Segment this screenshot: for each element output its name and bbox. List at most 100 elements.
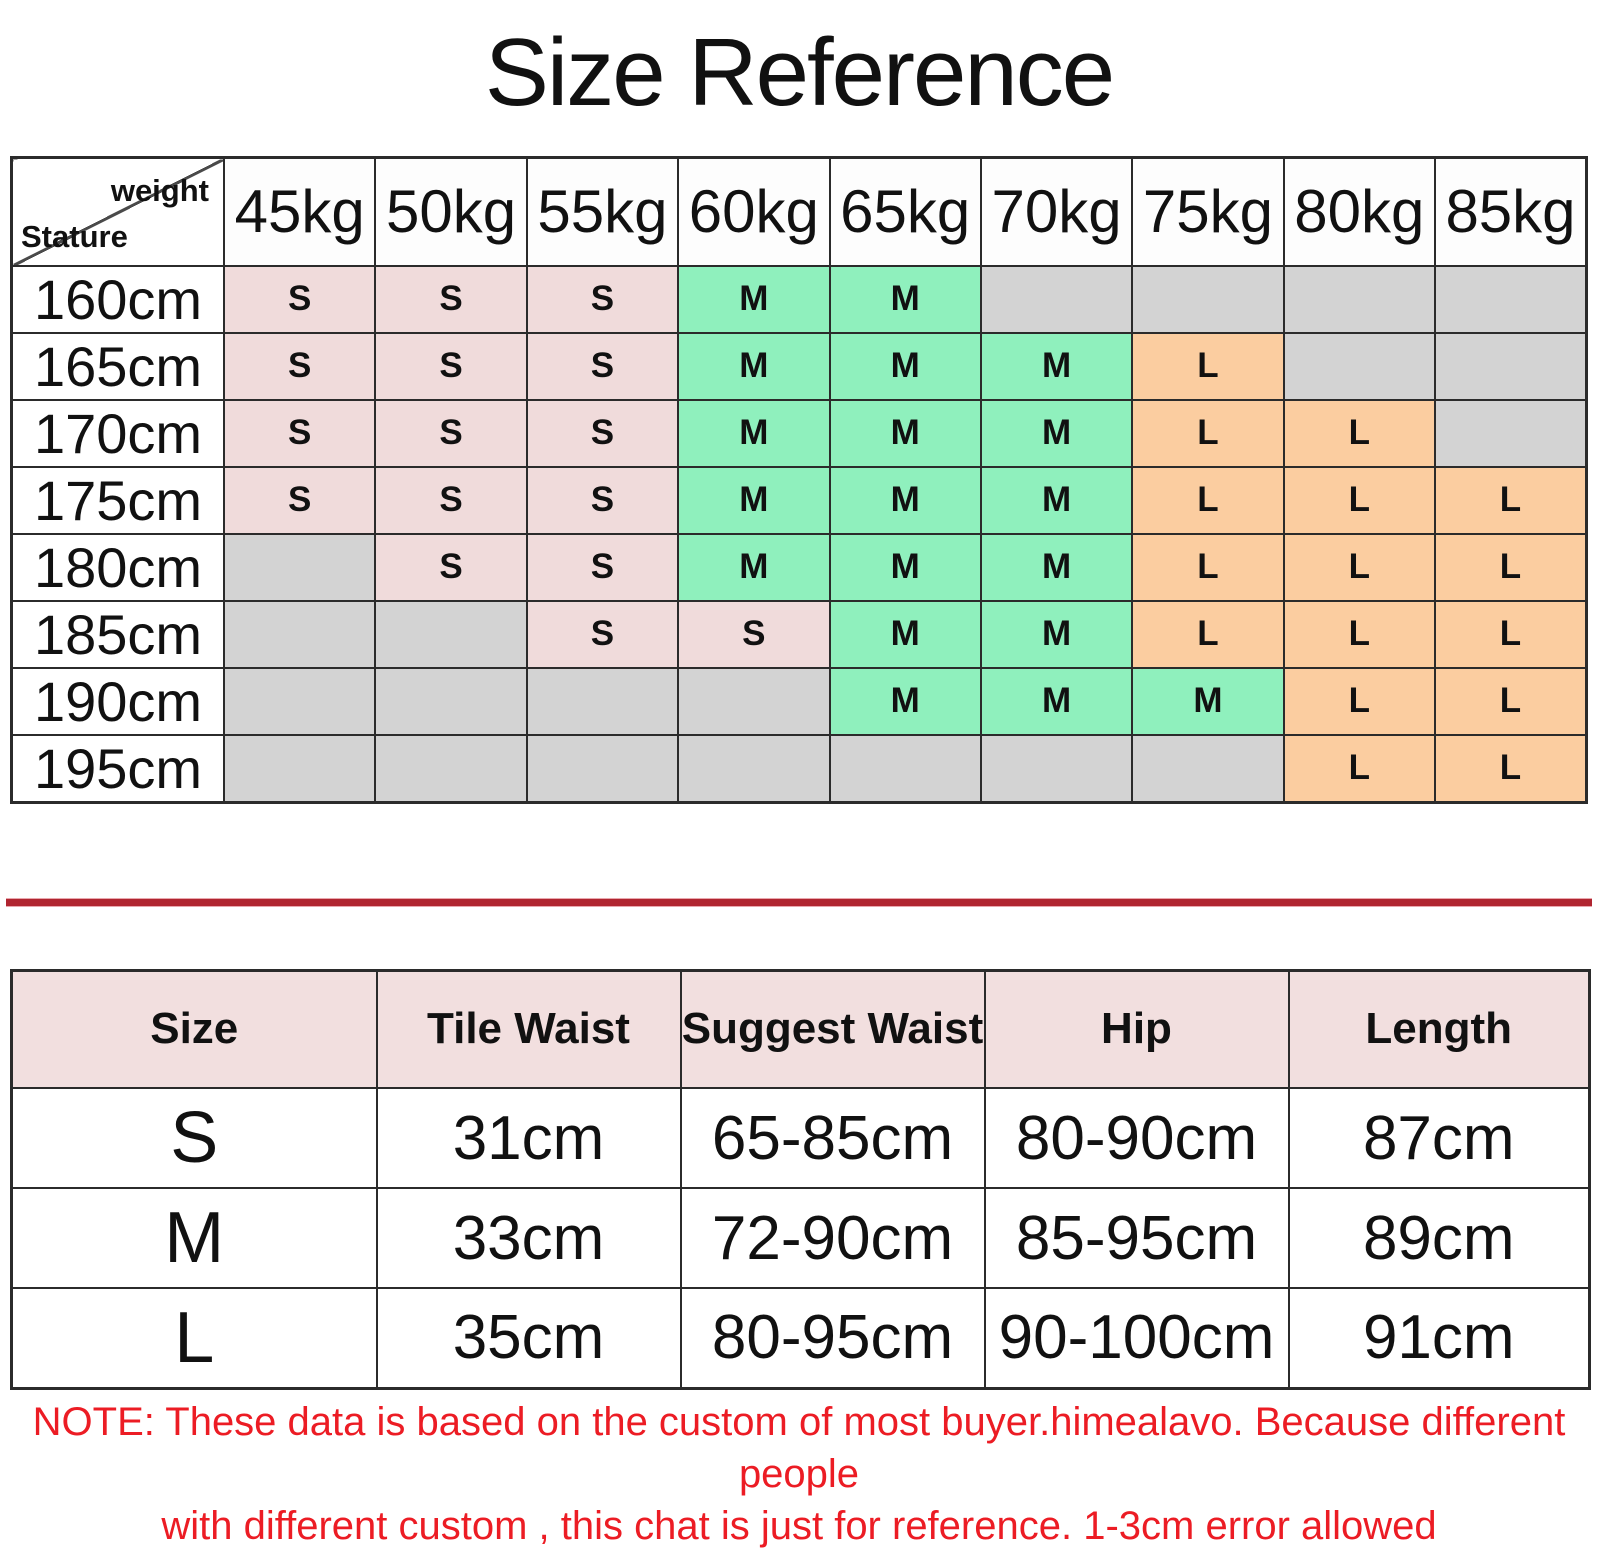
size-cell: M [1131, 666, 1285, 736]
size-matrix-row: 175cm S S S M M M L L L [10, 465, 1588, 535]
size-cell: L [1131, 599, 1285, 669]
measurements-column-header: Length [1287, 969, 1591, 1089]
size-cell [979, 264, 1134, 334]
size-cell: S [222, 465, 377, 535]
weight-column-header: 65kg [828, 156, 982, 267]
size-name-cell: S [10, 1087, 378, 1189]
weight-column-header: 70kg [979, 156, 1134, 267]
size-cell: L [1131, 532, 1285, 602]
size-cell: M [979, 666, 1134, 736]
size-cell: L [1282, 599, 1437, 669]
size-cell: M [828, 465, 982, 535]
weight-column-header: 80kg [1282, 156, 1437, 267]
size-matrix-row: 180cm S S M M M L L L [10, 532, 1588, 602]
size-cell: M [979, 532, 1134, 602]
corner-stature-label: Stature [21, 218, 128, 254]
weight-column-header: 75kg [1131, 156, 1285, 267]
size-cell: S [374, 331, 528, 401]
size-cell: S [525, 532, 680, 602]
stature-label: 190cm [10, 666, 225, 736]
size-cell: M [979, 331, 1134, 401]
measurement-value-cell: 35cm [375, 1287, 682, 1389]
size-cell: M [828, 666, 982, 736]
size-cell: L [1131, 398, 1285, 468]
size-cell: L [1434, 532, 1588, 602]
size-cell [1282, 264, 1437, 334]
size-cell [677, 666, 831, 736]
measurement-value-cell: 80-95cm [679, 1287, 986, 1389]
size-matrix-row: 170cm S S S M M M L L [10, 398, 1588, 468]
size-cell: L [1282, 465, 1437, 535]
size-cell [222, 733, 377, 803]
measurements-header-row: Size Tile Waist Suggest Waist Hip Length [10, 969, 1591, 1089]
size-cell: L [1282, 733, 1437, 803]
size-matrix-row: 190cm M M M L L [10, 666, 1588, 736]
measurements-body: S 31cm 65-85cm 80-90cm 87cm M 33cm 72-90cm 85-95… [10, 1087, 1591, 1389]
size-cell: L [1131, 465, 1285, 535]
size-cell [1434, 398, 1588, 468]
size-cell: S [222, 398, 377, 468]
size-cell [222, 532, 377, 602]
size-cell: M [979, 465, 1134, 535]
size-cell [1131, 264, 1285, 334]
size-cell: M [828, 532, 982, 602]
size-cell: M [979, 398, 1134, 468]
size-cell: L [1434, 599, 1588, 669]
size-matrix-header: weight Stature 45kg 50kg 55kg 60kg 65kg 70kg 7… [10, 156, 1588, 267]
size-cell: L [1434, 465, 1588, 535]
size-cell [525, 733, 680, 803]
measurement-value-cell: 72-90cm [679, 1187, 986, 1289]
measurement-value-cell: 90-100cm [983, 1287, 1290, 1389]
measurements-column-header: Size [10, 969, 378, 1089]
size-matrix-row: 165cm S S S M M M L [10, 331, 1588, 401]
size-cell: L [1282, 398, 1437, 468]
measurements-row: M 33cm 72-90cm 85-95cm 89cm [10, 1187, 1591, 1289]
measurements-row: L 35cm 80-95cm 90-100cm 91cm [10, 1287, 1591, 1389]
size-cell: M [677, 398, 831, 468]
size-matrix-header-row: weight Stature 45kg 50kg 55kg 60kg 65kg 70kg 7… [10, 156, 1588, 267]
size-cell: L [1434, 666, 1588, 736]
size-cell [1282, 331, 1437, 401]
size-cell: S [374, 398, 528, 468]
size-cell [222, 666, 377, 736]
size-cell: S [374, 532, 528, 602]
size-cell: M [677, 264, 831, 334]
size-cell [222, 599, 377, 669]
size-cell: M [828, 599, 982, 669]
measurement-value-cell: 87cm [1287, 1087, 1591, 1189]
size-cell [1434, 264, 1588, 334]
size-cell [1131, 733, 1285, 803]
size-cell: S [677, 599, 831, 669]
weight-column-header: 85kg [1434, 156, 1588, 267]
measurements-column-header: Tile Waist [375, 969, 682, 1089]
size-cell: S [222, 264, 377, 334]
stature-label: 195cm [10, 733, 225, 803]
measurement-value-cell: 89cm [1287, 1187, 1591, 1289]
note-line-1: NOTE: These data is based on the custom … [32, 1399, 1566, 1496]
size-cell: M [828, 264, 982, 334]
stature-label: 175cm [10, 465, 225, 535]
size-cell: S [222, 331, 377, 401]
stature-label: 160cm [10, 264, 225, 334]
size-cell: M [677, 331, 831, 401]
size-cell [677, 733, 831, 803]
size-cell: S [525, 264, 680, 334]
size-cell: L [1282, 666, 1437, 736]
size-cell: S [374, 264, 528, 334]
size-cell: S [525, 331, 680, 401]
size-cell: S [525, 599, 680, 669]
measurement-value-cell: 31cm [375, 1087, 682, 1189]
measurements-table: Size Tile Waist Suggest Waist Hip Length S 31… [10, 968, 1591, 1390]
size-cell: S [525, 398, 680, 468]
page-title: Size Reference [484, 19, 1115, 126]
measurements-column-header: Hip [983, 969, 1290, 1089]
size-cell [374, 733, 528, 803]
size-matrix-table: weight Stature 45kg 50kg 55kg 60kg 65kg 70kg 7… [10, 156, 1588, 804]
red-divider-line [6, 897, 1592, 907]
size-cell [374, 599, 528, 669]
weight-column-header: 60kg [677, 156, 831, 267]
size-cell: M [677, 465, 831, 535]
measurement-value-cell: 33cm [375, 1187, 682, 1289]
size-cell: L [1282, 532, 1437, 602]
measurement-value-cell: 65-85cm [679, 1087, 986, 1189]
